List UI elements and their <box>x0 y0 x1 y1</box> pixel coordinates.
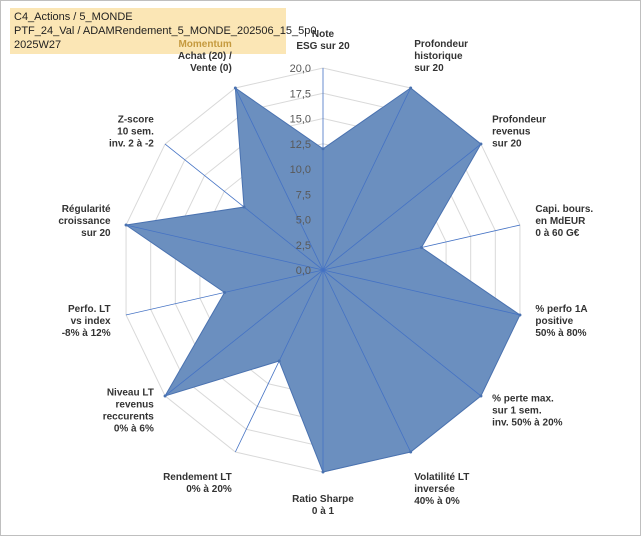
data-point <box>124 223 128 227</box>
axis-label: vs index <box>71 316 111 327</box>
radial-tick-label: 17,5 <box>290 88 311 100</box>
axis-label: % perfo 1A <box>535 304 587 315</box>
axis-spoke <box>322 269 482 397</box>
axis-label: -8% à 12% <box>62 328 111 339</box>
axis-label: croissance <box>58 216 111 227</box>
radial-tick-label: 0,0 <box>296 265 311 277</box>
axis-label: inversée <box>414 484 455 495</box>
axis-label: sur 20 <box>492 138 522 149</box>
data-point <box>223 290 227 294</box>
axis-label: inv. 2 à -2 <box>109 138 154 149</box>
axis-label: Note <box>312 29 335 40</box>
data-point <box>233 86 237 90</box>
axis-label: 0 à 1 <box>312 506 335 517</box>
axis-label: en MdEUR <box>535 216 586 227</box>
axis-label: Régularité <box>62 204 111 215</box>
axis-spoke <box>322 269 521 316</box>
axis-label: revenus <box>492 126 531 137</box>
axis-label: Rendement LT <box>163 472 232 483</box>
axis-label: Z-score <box>118 114 155 125</box>
axis-label: historique <box>414 51 463 62</box>
data-point <box>321 147 325 151</box>
axis-spoke <box>322 269 412 453</box>
axis-label: 0% à 6% <box>114 424 154 435</box>
axis-spoke <box>125 224 324 271</box>
axis-label: 50% à 80% <box>535 328 586 339</box>
radial-tick-label: 2,5 <box>296 240 311 252</box>
axis-label: reccurents <box>103 412 155 423</box>
data-point <box>419 246 423 250</box>
axis-label: sur 20 <box>81 228 111 239</box>
title-line-3: 2025W27 <box>14 39 62 51</box>
radial-tick-label: 10,0 <box>290 164 311 176</box>
radial-tick-label: 20,0 <box>290 63 311 75</box>
axis-label: Capi. bours. <box>535 204 593 215</box>
chart-title-box: C4_Actions / 5_MONDE PTF_24_Val / ADAMRe… <box>10 8 316 54</box>
axis-label: % perte max. <box>492 394 554 405</box>
data-point <box>479 394 483 398</box>
data-point <box>409 86 413 90</box>
radial-tick-label: 7,5 <box>296 189 311 201</box>
axis-spoke <box>322 143 482 271</box>
data-point <box>242 205 246 209</box>
axis-label: 40% à 0% <box>414 496 460 507</box>
axis-label: sur 1 sem. <box>492 406 542 417</box>
data-point <box>163 394 167 398</box>
axis-label: sur 20 <box>414 63 444 74</box>
axis-label: 0% à 20% <box>186 484 232 495</box>
axis-spoke <box>234 87 324 271</box>
axis-label: Ratio Sharpe <box>292 494 354 505</box>
axis-label: 0 à 60 G€ <box>535 228 579 239</box>
data-point <box>518 313 522 317</box>
axis-label: inv. 50% à 20% <box>492 418 563 429</box>
data-point <box>321 470 325 474</box>
radial-tick-label: 12,5 <box>290 139 311 151</box>
axis-label: Perfo. LT <box>68 304 111 315</box>
axis-spoke <box>322 87 412 271</box>
axis-label: ESG sur 20 <box>296 41 350 52</box>
data-point <box>479 142 483 146</box>
radial-tick-label: 5,0 <box>296 215 311 227</box>
axis-label: Vente (0) <box>190 63 232 74</box>
title-line-1: C4_Actions / 5_MONDE <box>14 11 133 23</box>
axis-label: revenus <box>116 400 155 411</box>
axis-label: Volatilité LT <box>414 472 469 483</box>
axis-label: Profondeur <box>414 39 468 50</box>
axis-label: Achat (20) / <box>178 51 232 62</box>
axis-spoke <box>164 269 324 397</box>
radial-tick-label: 15,0 <box>290 114 311 126</box>
axis-label: 10 sem. <box>117 126 154 137</box>
title-line-2: PTF_24_Val / ADAMRendement_5_MONDE_20250… <box>14 25 317 37</box>
axis-label: Profondeur <box>492 114 546 125</box>
axis-label: Niveau LT <box>107 388 154 399</box>
axis-label: positive <box>535 316 573 327</box>
axis-label: Momentum <box>178 39 231 50</box>
data-point <box>409 450 413 454</box>
data-point <box>277 359 281 363</box>
